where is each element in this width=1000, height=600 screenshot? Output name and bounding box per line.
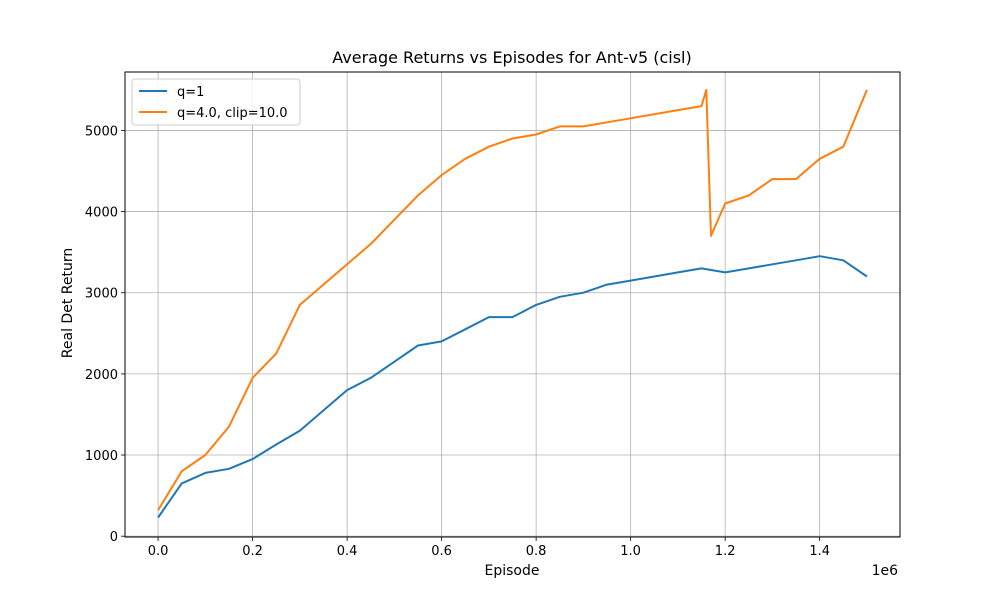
- grid-lines: [125, 72, 900, 537]
- y-axis-label: Real Det Return: [60, 248, 76, 358]
- y-tick-label: 3000: [85, 287, 118, 302]
- x-tick-label: 1.0: [620, 544, 641, 559]
- plot-frame: [124, 71, 901, 538]
- x-axis-label: Episode: [485, 563, 540, 579]
- series-line-1: [157, 255, 868, 519]
- y-tick-label: 5000: [85, 124, 118, 139]
- y-tick-label: 0: [110, 530, 118, 545]
- y-tick-label: 1000: [85, 449, 118, 464]
- y-tick-label: 4000: [85, 206, 118, 221]
- series-line-2: [157, 88, 868, 511]
- x-axis-offset-label: 1e6: [872, 563, 899, 579]
- x-tick-label: 0.2: [242, 544, 263, 559]
- x-tick-label: 0.4: [337, 544, 358, 559]
- legend-box: [131, 78, 301, 126]
- x-tick-label: 0.0: [148, 544, 169, 559]
- axis-ticks: 0.0 0.2 0.4 0.6 0.8 1.0 1.2 1.4 0 1000 2000 3000 400…: [85, 124, 830, 559]
- y-tick-label: 2000: [85, 368, 118, 383]
- legend-label: q=1: [177, 85, 204, 100]
- chart-title: Average Returns vs Episodes for Ant-v5 (…: [332, 48, 691, 67]
- x-tick-label: 0.8: [526, 544, 547, 559]
- x-tick-label: 1.2: [715, 544, 736, 559]
- x-tick-label: 0.6: [431, 544, 452, 559]
- legend-label: q=4.0, clip=10.0: [177, 106, 288, 121]
- legend: q=1 q=4.0, clip=10.0: [131, 78, 301, 126]
- series-lines: [157, 88, 868, 519]
- x-tick-label: 1.4: [809, 544, 830, 559]
